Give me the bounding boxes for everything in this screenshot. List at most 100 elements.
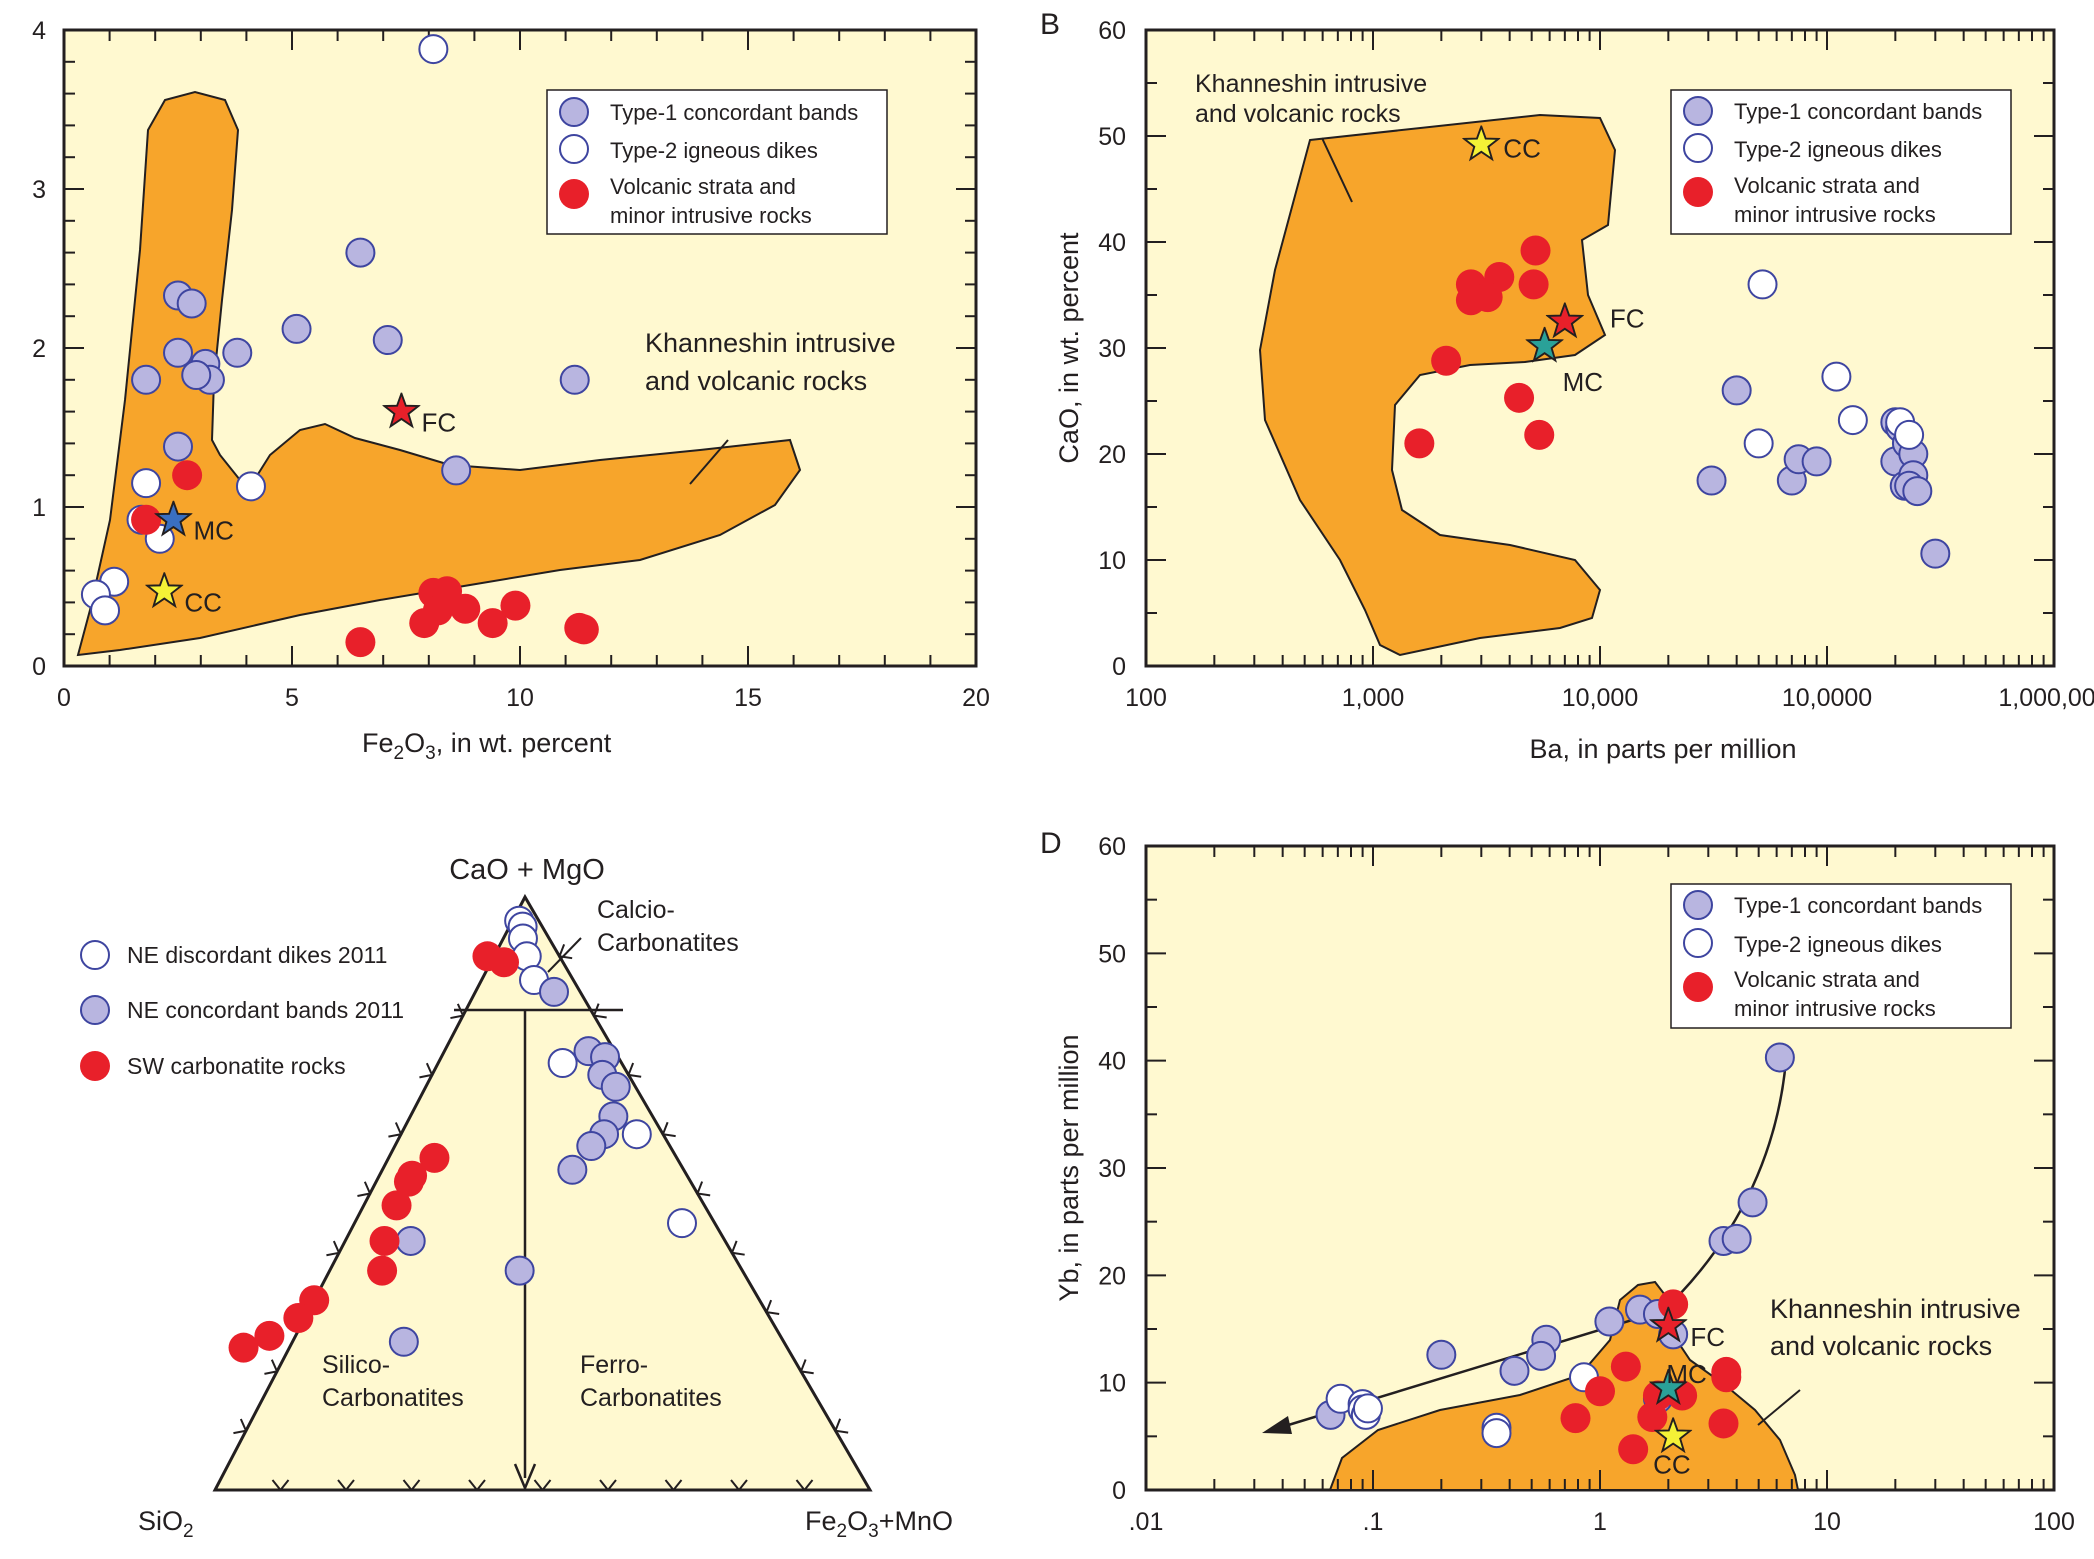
type1-point xyxy=(281,313,312,344)
ternary-tick xyxy=(592,1003,607,1019)
legend-c-sw-label: SW carbonatite rocks xyxy=(127,1053,346,1079)
panel-a-field-label-2: and volcanic rocks xyxy=(645,366,867,396)
ne-band-point xyxy=(504,1255,535,1286)
ne-dike-point xyxy=(667,1208,697,1239)
star-label-cc: CC xyxy=(184,587,222,617)
sw-rock-point xyxy=(283,1303,314,1334)
panel-b-legend: Type-1 concordant bands Type-2 igneous d… xyxy=(1670,89,2012,235)
type1-point xyxy=(1594,1306,1625,1337)
ne-dike-point xyxy=(621,1119,652,1150)
x-tick-label: 5 xyxy=(285,684,299,712)
sw-rock-point xyxy=(369,1225,400,1256)
legend-d-type2-label: Type-2 igneous dikes xyxy=(1734,932,1942,957)
region-ferro-label-2: Carbonatites xyxy=(580,1384,722,1412)
star-label-mc: MC xyxy=(1563,367,1603,397)
apex-left-label: SiO2 xyxy=(138,1506,194,1542)
ne-band-point xyxy=(600,1071,631,1102)
type2-point xyxy=(131,468,162,499)
panel-d-legend: Type-1 concordant bands Type-2 igneous d… xyxy=(1670,883,2012,1029)
panel-d-trend-curve xyxy=(1679,1059,1788,1295)
y-tick-label: 20 xyxy=(1098,1262,1126,1290)
sw-rock-point xyxy=(367,1255,398,1286)
legend-b-type2-swatch xyxy=(1683,133,1713,163)
volcanic-point xyxy=(1585,1376,1615,1407)
apex-right-label: Fe2O3+MnO xyxy=(805,1506,953,1542)
panel-a-field-pointer xyxy=(689,439,729,485)
volcanic-point xyxy=(1637,1402,1668,1433)
type2-point xyxy=(1821,361,1852,392)
y-tick-label: 20 xyxy=(1098,441,1126,469)
volcanic-point xyxy=(1431,345,1462,376)
ternary-tick xyxy=(388,1122,403,1138)
panel-d-legend-box xyxy=(1670,883,2012,1029)
panel-d-ticks xyxy=(1145,845,2055,1491)
panel-a-marks: FC MC CC xyxy=(80,34,599,658)
panel-d-letter: D xyxy=(1040,827,1062,860)
y-tick-label: 4 xyxy=(32,17,46,45)
legend-c-bands-label: NE concordant bands 2011 xyxy=(127,997,404,1023)
x-tick-label: 15 xyxy=(734,684,762,712)
panel-a-x-axis-title: Fe2O3, in wt. percent xyxy=(362,728,612,764)
y-tick-label: 0 xyxy=(32,653,46,681)
y-tick-label: 10 xyxy=(1098,1370,1126,1398)
type2-point xyxy=(1481,1418,1512,1449)
x-tick-label: 10,0000 xyxy=(1782,684,1872,712)
panel-a-khanneshin-field xyxy=(76,90,802,657)
legend-volcanic-swatch xyxy=(559,179,589,209)
panel-b-field-pointer xyxy=(1321,137,1353,203)
panel-d-trend-arrowhead xyxy=(1262,1416,1292,1434)
volcanic-point xyxy=(345,627,376,658)
y-tick-label: 10 xyxy=(1098,547,1126,575)
panel-b-field-label-1: Khanneshin intrusive xyxy=(1195,70,1427,98)
panel-d-field-label-2: and volcanic rocks xyxy=(1770,1331,1992,1361)
volcanic-point xyxy=(1524,419,1555,450)
type2-point xyxy=(1352,1393,1383,1424)
ternary-tick xyxy=(468,1479,486,1492)
volcanic-point xyxy=(500,590,531,621)
y-tick-label: 50 xyxy=(1098,940,1126,968)
ternary-tick xyxy=(357,1181,372,1197)
type1-point xyxy=(181,360,212,391)
apex-right-sub3: 3 xyxy=(868,1521,879,1542)
x-tick-label: 1,000,000 xyxy=(1998,684,2094,712)
region-calcio-label-1: Calcio- xyxy=(597,896,675,924)
volcanic-point xyxy=(422,595,453,626)
type2-point xyxy=(1894,419,1925,450)
panel-a-legend-box xyxy=(546,89,888,235)
apex-left-main: SiO xyxy=(138,1506,183,1536)
legend-d-type1-label: Type-1 concordant bands xyxy=(1734,893,1982,918)
ternary-tick xyxy=(627,1062,642,1078)
panel-d-y-axis-title: Yb, in parts per million xyxy=(1054,1034,1084,1301)
panel-c-marks xyxy=(228,905,697,1363)
panel-b: B CC FC MC 100 1,000 10,000 10,0000 1,000,000 0… xyxy=(1040,8,2094,764)
volcanic-point xyxy=(1610,1351,1641,1382)
legend-d-volcanic-label-2: minor intrusive rocks xyxy=(1734,996,1936,1021)
panel-d-field-label-1: Khanneshin intrusive xyxy=(1770,1294,2021,1324)
apex-top-label: CaO + MgO xyxy=(449,854,605,886)
panel-d-marks: FC MC CC xyxy=(1315,1042,1795,1479)
xlabel-sub3: 3 xyxy=(425,743,436,764)
sw-rock-point xyxy=(393,1166,424,1197)
type1-point xyxy=(163,431,193,462)
ternary-tick xyxy=(233,1418,248,1435)
panel-b-legend-box xyxy=(1670,89,2012,235)
apex-left-sub: 2 xyxy=(183,1521,194,1542)
ne-dike-point xyxy=(547,1048,578,1079)
y-tick-label: 40 xyxy=(1098,1048,1126,1076)
x-tick-label: 1 xyxy=(1593,1508,1607,1536)
y-tick-label: 0 xyxy=(1112,653,1126,681)
ne-band-point xyxy=(539,976,569,1007)
sw-rock-point xyxy=(381,1190,412,1221)
volcanic-point xyxy=(477,608,508,639)
xlabel-tail: , in wt. percent xyxy=(436,728,612,758)
type2-point xyxy=(90,595,121,626)
ternary-tick xyxy=(664,1479,683,1492)
volcanic-point xyxy=(1504,382,1535,413)
y-tick-label: 50 xyxy=(1098,123,1126,151)
type2-point xyxy=(235,471,266,502)
y-tick-label: 1 xyxy=(32,494,46,522)
sw-rock-point xyxy=(228,1332,259,1363)
type1-point xyxy=(1764,1042,1795,1073)
type1-point xyxy=(163,337,193,368)
y-tick-label: 0 xyxy=(1112,1477,1126,1505)
